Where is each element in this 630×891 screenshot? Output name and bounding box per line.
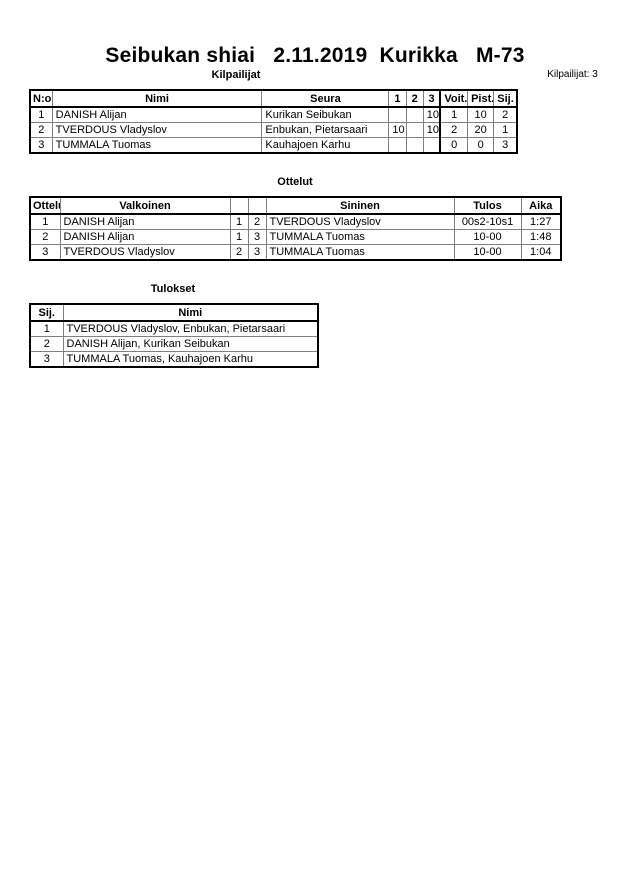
cell-white-no: 1: [229, 213, 249, 230]
column-header-rank: Sij.: [29, 303, 64, 322]
column-header-name: Nimi: [62, 303, 319, 322]
cell-name: DANISH Alijan: [51, 106, 263, 123]
table-row: 1 DANISH Alijan 1 2 TVERDOUS Vladyslov 0…: [29, 213, 562, 230]
cell-rank: 3: [29, 351, 64, 368]
cell-rank: 1: [29, 320, 64, 337]
table-row: 2 TVERDOUS Vladyslov Enbukan, Pietarsaar…: [28, 122, 519, 138]
cell-result: 10-00: [453, 229, 522, 245]
cell-time: 1:48: [520, 229, 562, 245]
page-title: Seibukan shiai 2.11.2019 Kurikka M-73: [105, 44, 525, 67]
cell-blue-no: 3: [247, 244, 267, 261]
cell-round-3: [422, 137, 441, 154]
table-row: 2 DANISH Alijan, Kurikan Seibukan: [29, 336, 319, 352]
cell-white-no: 2: [229, 244, 249, 261]
competitor-count: Kilpailijat: 3: [547, 69, 598, 80]
column-header-round-1: 1: [388, 89, 407, 108]
cell-blue-no: 2: [247, 213, 267, 230]
cell-time: 1:04: [520, 244, 562, 261]
results-table: Sij. Nimi 1 TVERDOUS Vladyslov, Enbukan,…: [29, 303, 319, 368]
column-header-result: Tulos: [453, 196, 522, 215]
table-row: 3 TVERDOUS Vladyslov 2 3 TUMMALA Tuomas …: [29, 244, 562, 261]
cell-club: Kauhajoen Karhu: [261, 137, 390, 154]
table-header-row: Sij. Nimi: [29, 303, 319, 322]
cell-round-2: [405, 122, 424, 138]
cell-blue: TUMMALA Tuomas: [265, 229, 455, 245]
cell-result: 00s2-10s1: [453, 213, 522, 230]
cell-name: TVERDOUS Vladyslov: [51, 122, 263, 138]
column-header-wins: Voit.: [439, 89, 469, 108]
table-row: 2 DANISH Alijan 1 3 TUMMALA Tuomas 10-00…: [29, 229, 562, 245]
cell-round-2: [405, 106, 424, 123]
section-heading-competitors: Kilpailijat: [211, 69, 261, 81]
column-header-white-no: [229, 196, 249, 215]
cell-white: DANISH Alijan: [59, 229, 231, 245]
cell-name: DANISH Alijan, Kurikan Seibukan: [62, 336, 319, 352]
cell-time: 1:27: [520, 213, 562, 230]
column-header-rank: Sij.: [493, 89, 519, 108]
column-header-match: Ottelu: [29, 196, 61, 215]
table-row: 1 TVERDOUS Vladyslov, Enbukan, Pietarsaa…: [29, 320, 319, 337]
table-header-row: Ottelu Valkoinen Sininen Tulos Aika: [29, 196, 562, 215]
cell-white-no: 1: [229, 229, 249, 245]
cell-white: TVERDOUS Vladyslov: [59, 244, 231, 261]
column-header-club: Seura: [261, 89, 390, 108]
cell-blue: TVERDOUS Vladyslov: [265, 213, 455, 230]
cell-no: 3: [28, 137, 53, 154]
cell-blue-no: 3: [247, 229, 267, 245]
column-header-no: N:o: [28, 89, 53, 108]
cell-points: 10: [467, 106, 495, 123]
cell-club: Enbukan, Pietarsaari: [261, 122, 390, 138]
column-header-white: Valkoinen: [59, 196, 231, 215]
cell-blue: TUMMALA Tuomas: [265, 244, 455, 261]
cell-rank: 1: [493, 122, 519, 138]
cell-result: 10-00: [453, 244, 522, 261]
cell-round-3: 10: [422, 106, 441, 123]
section-heading-results: Tulokset: [150, 283, 196, 295]
table-row: 1 DANISH Alijan Kurikan Seibukan 10 1 10…: [28, 106, 519, 123]
table-header-row: N:o Nimi Seura 1 2 3 Voit. Pist. Sij.: [28, 89, 519, 108]
competitors-table: N:o Nimi Seura 1 2 3 Voit. Pist. Sij. 1 …: [28, 89, 519, 154]
column-header-round-3: 3: [422, 89, 441, 108]
column-header-blue-no: [247, 196, 267, 215]
section-heading-matches: Ottelut: [277, 176, 313, 188]
cell-round-1: [388, 137, 407, 154]
cell-rank: 2: [493, 106, 519, 123]
cell-club: Kurikan Seibukan: [261, 106, 390, 123]
cell-match: 2: [29, 229, 61, 245]
cell-round-3: 10: [422, 122, 441, 138]
column-header-blue: Sininen: [265, 196, 455, 215]
cell-round-2: [405, 137, 424, 154]
cell-points: 0: [467, 137, 495, 154]
cell-name: TUMMALA Tuomas, Kauhajoen Karhu: [62, 351, 319, 368]
table-row: 3 TUMMALA Tuomas Kauhajoen Karhu 0 0 3: [28, 137, 519, 154]
cell-wins: 2: [439, 122, 469, 138]
cell-name: TVERDOUS Vladyslov, Enbukan, Pietarsaari: [62, 320, 319, 337]
matches-table: Ottelu Valkoinen Sininen Tulos Aika 1 DA…: [29, 196, 562, 261]
cell-rank: 2: [29, 336, 64, 352]
cell-wins: 1: [439, 106, 469, 123]
cell-rank: 3: [493, 137, 519, 154]
cell-match: 1: [29, 213, 61, 230]
cell-match: 3: [29, 244, 61, 261]
cell-points: 20: [467, 122, 495, 138]
column-header-time: Aika: [520, 196, 562, 215]
table-row: 3 TUMMALA Tuomas, Kauhajoen Karhu: [29, 351, 319, 368]
cell-name: TUMMALA Tuomas: [51, 137, 263, 154]
column-header-points: Pist.: [467, 89, 495, 108]
cell-no: 2: [28, 122, 53, 138]
cell-round-1: 10: [388, 122, 407, 138]
cell-white: DANISH Alijan: [59, 213, 231, 230]
cell-round-1: [388, 106, 407, 123]
column-header-name: Nimi: [51, 89, 263, 108]
cell-no: 1: [28, 106, 53, 123]
cell-wins: 0: [439, 137, 469, 154]
column-header-round-2: 2: [405, 89, 424, 108]
